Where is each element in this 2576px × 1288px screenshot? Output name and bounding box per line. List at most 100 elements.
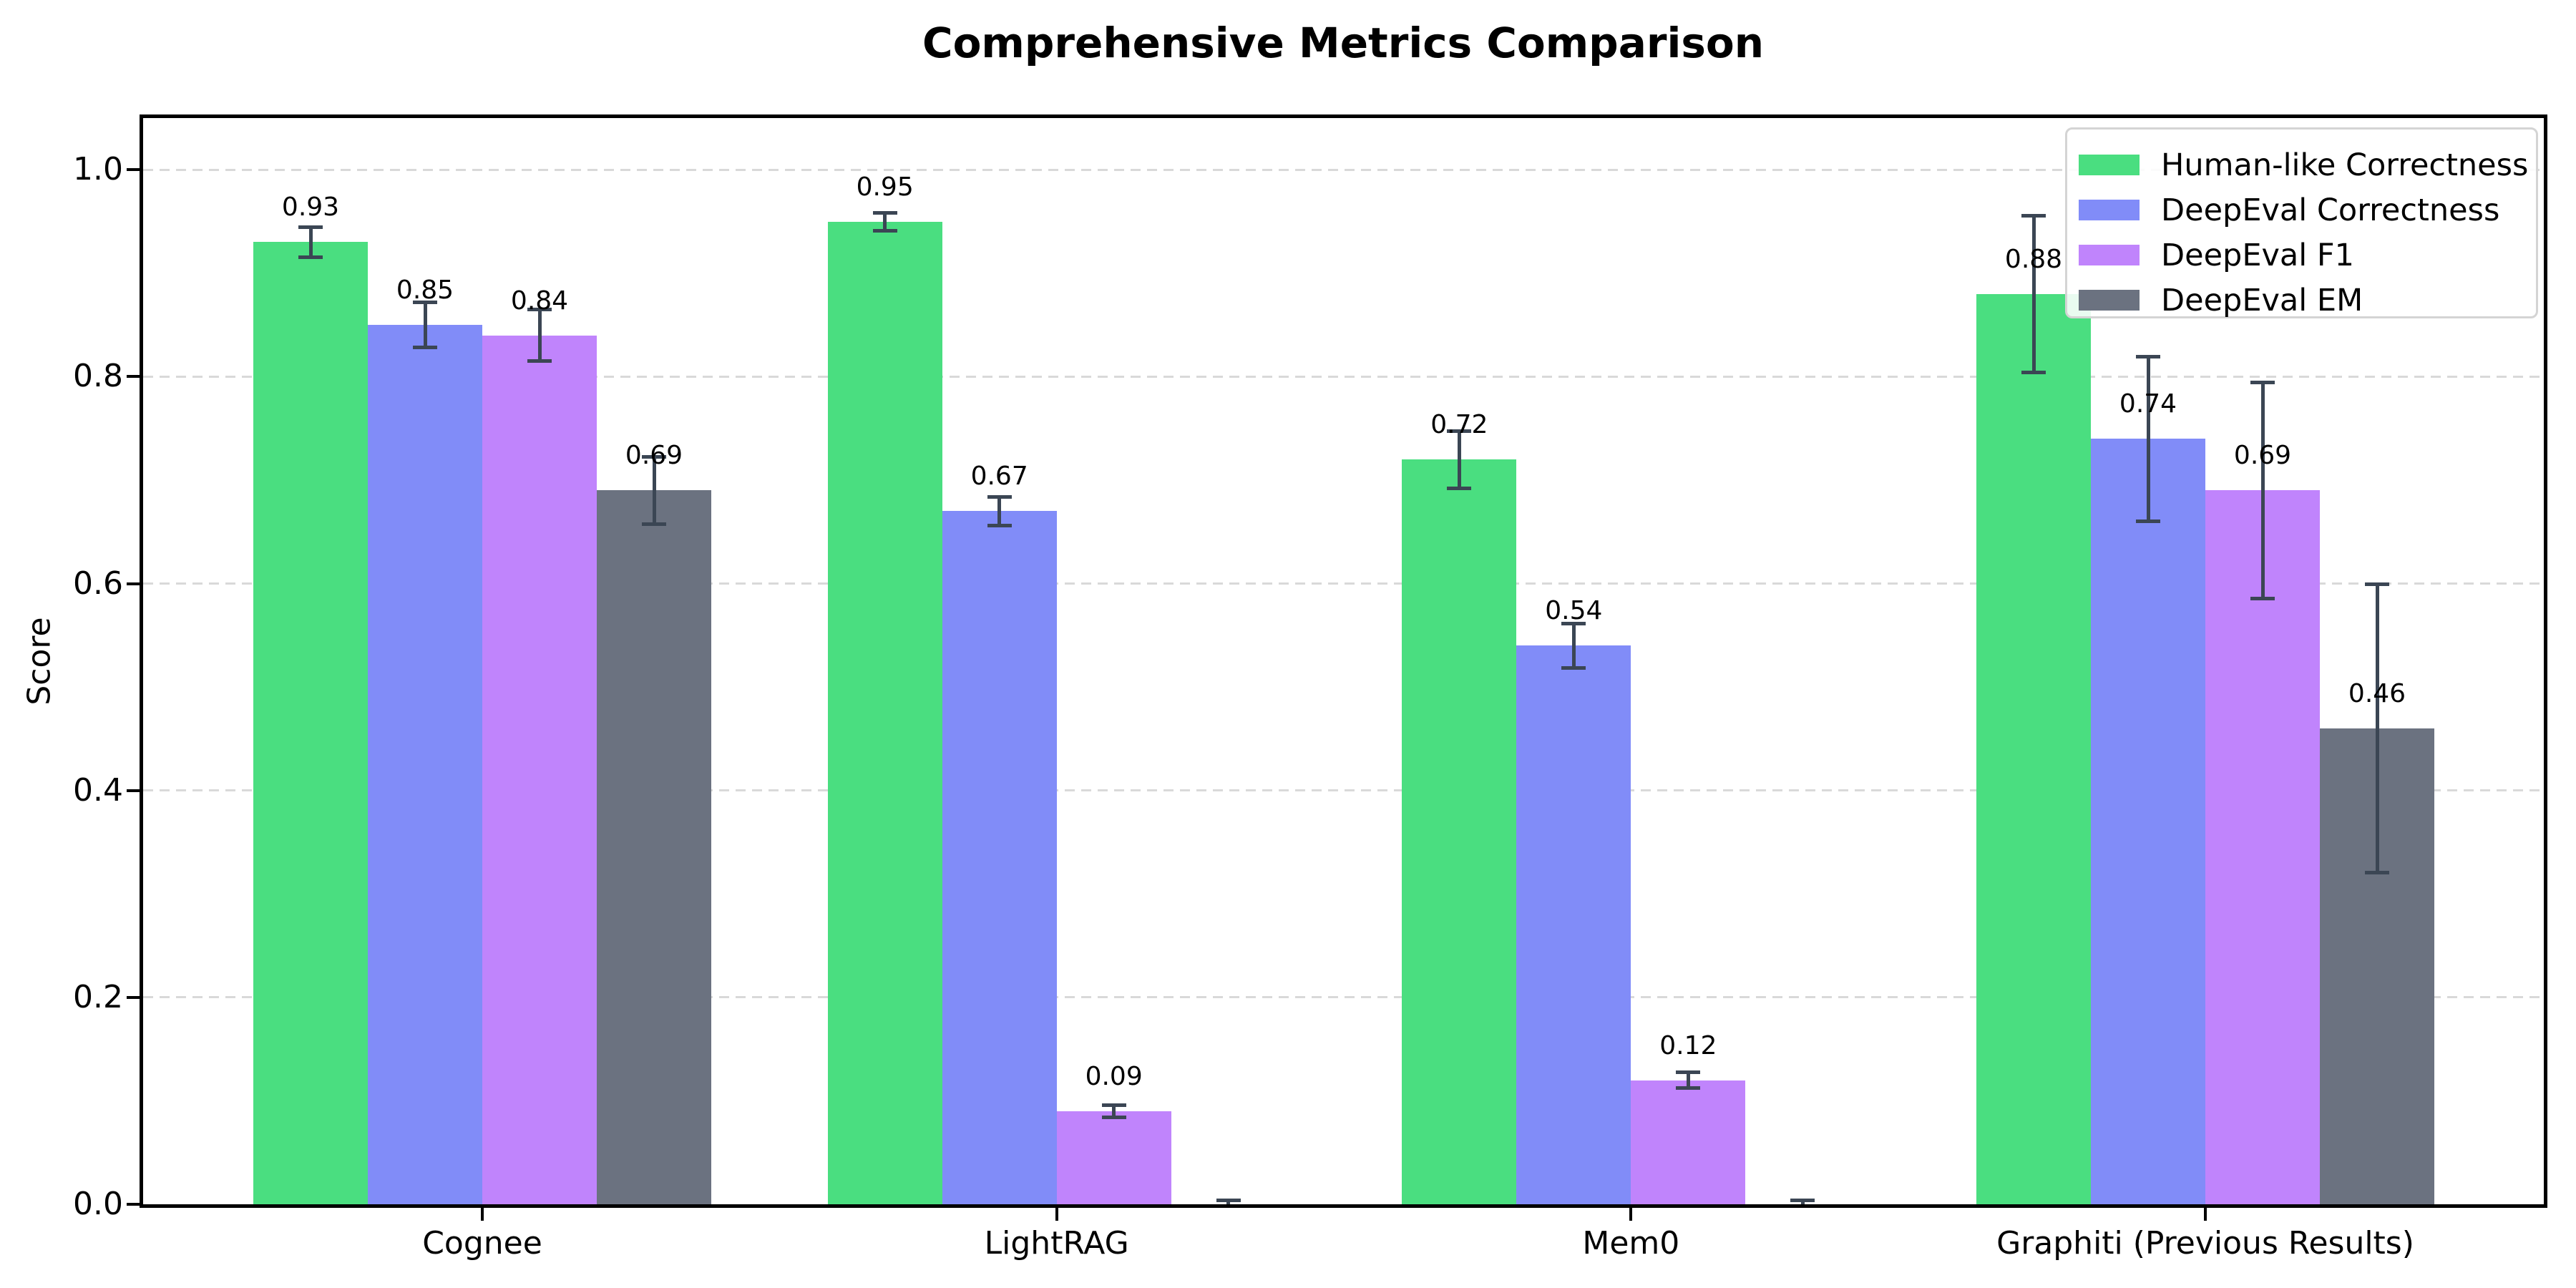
- error-bar-cap: [1561, 666, 1586, 670]
- bar-1-2: [1516, 645, 1631, 1204]
- bar-value-label: 0.09: [1085, 1061, 1143, 1091]
- error-bar-cap: [642, 454, 666, 459]
- gridline: [143, 996, 2544, 999]
- error-bar-cap: [2365, 582, 2389, 586]
- bar-value-label: 0.85: [396, 275, 454, 306]
- bar-value-label: 0.74: [2119, 389, 2177, 419]
- error-bar: [1686, 1071, 1690, 1089]
- legend-label: DeepEval Correctness: [2161, 192, 2500, 228]
- error-bar-cap: [872, 228, 897, 233]
- bar-2-0: [482, 335, 597, 1204]
- bar-value-label: 0.67: [970, 462, 1028, 492]
- error-bar-cap: [2365, 871, 2389, 875]
- error-bar-cap: [1676, 1070, 1701, 1074]
- error-bar: [423, 302, 427, 348]
- legend-label: DeepEval EM: [2161, 282, 2363, 318]
- bar-2-3: [2205, 490, 2320, 1204]
- error-bar: [2375, 583, 2379, 874]
- x-tick-mark: [1629, 1208, 1633, 1221]
- bar-1-3: [2091, 439, 2205, 1204]
- legend-label: Human-like Correctness: [2161, 147, 2529, 183]
- error-bar-cap: [527, 358, 552, 363]
- error-bar-cap: [1447, 486, 1472, 490]
- gridline: [143, 375, 2544, 378]
- legend-swatch-icon: [2079, 290, 2140, 311]
- x-tick-label-2: Mem0: [1582, 1225, 1680, 1262]
- y-tick-mark: [127, 789, 140, 792]
- error-bar-cap: [2136, 354, 2160, 358]
- x-tick-label-0: Cognee: [422, 1225, 542, 1262]
- y-tick-label: 0.6: [73, 565, 123, 602]
- error-bar: [652, 456, 656, 525]
- bar-1-1: [942, 511, 1057, 1204]
- error-bar-cap: [2250, 380, 2275, 384]
- error-bar-cap: [1676, 1086, 1701, 1091]
- bar-0-0: [253, 242, 368, 1204]
- error-bar-cap: [2136, 519, 2160, 523]
- error-bar: [1571, 623, 1576, 669]
- error-bar-cap: [987, 523, 1012, 527]
- y-tick-label: 0.4: [73, 771, 123, 809]
- gridline: [143, 582, 2544, 585]
- error-bar: [537, 309, 542, 361]
- legend-row-0: Human-like Correctness: [2079, 142, 2536, 187]
- error-bar: [1112, 1105, 1116, 1118]
- error-bar-cap: [1790, 1199, 1815, 1203]
- error-bar-cap: [2250, 597, 2275, 601]
- bar-0-1: [827, 221, 942, 1204]
- error-bar-cap: [413, 345, 437, 349]
- legend-row-3: DeepEval EM: [2079, 278, 2536, 323]
- error-bar-cap: [2021, 213, 2046, 218]
- x-tick-label-1: LightRAG: [984, 1225, 1129, 1262]
- legend-row-1: DeepEval Correctness: [2079, 187, 2536, 233]
- bar-value-label: 0.69: [625, 441, 683, 471]
- error-bar-cap: [527, 308, 552, 312]
- bar-2-1: [1056, 1111, 1171, 1204]
- error-bar: [2031, 215, 2036, 373]
- gridline: [143, 168, 2544, 171]
- y-tick-label: 1.0: [73, 151, 123, 188]
- bar-1-0: [368, 325, 482, 1204]
- error-bar: [2260, 381, 2265, 600]
- error-bar-cap: [642, 522, 666, 527]
- error-bar-cap: [1447, 429, 1472, 433]
- x-tick-mark: [481, 1208, 484, 1221]
- error-bar-cap: [987, 495, 1012, 499]
- bar-0-3: [1976, 293, 2091, 1204]
- legend-swatch-icon: [2079, 155, 2140, 175]
- y-tick-mark: [127, 375, 140, 379]
- y-tick-mark: [127, 995, 140, 999]
- bar-3-0: [597, 490, 711, 1204]
- error-bar-cap: [1101, 1103, 1126, 1108]
- bar-2-2: [1631, 1080, 1746, 1204]
- x-tick-mark: [1055, 1208, 1058, 1221]
- legend: Human-like Correctness DeepEval Correctne…: [2065, 127, 2538, 318]
- bar-value-label: 0.12: [1659, 1030, 1717, 1060]
- error-bar: [2146, 356, 2150, 522]
- chart-title: Comprehensive Metrics Comparison: [922, 19, 1764, 67]
- bar-value-label: 0.69: [2233, 441, 2292, 471]
- bar-value-label: 0.54: [1545, 596, 1603, 626]
- bar-value-label: 0.93: [281, 192, 340, 223]
- error-bar-cap: [1101, 1115, 1126, 1119]
- error-bar-cap: [1561, 621, 1586, 625]
- error-bar: [308, 226, 313, 258]
- error-bar-cap: [2021, 370, 2046, 374]
- x-tick-label-3: Graphiti (Previous Results): [1996, 1225, 2414, 1262]
- x-tick-mark: [2204, 1208, 2207, 1221]
- error-bar: [1457, 430, 1461, 489]
- error-bar-cap: [872, 210, 897, 215]
- error-bar-cap: [298, 225, 323, 229]
- y-tick-label: 0.0: [73, 1186, 123, 1222]
- legend-swatch-icon: [2079, 200, 2140, 220]
- error-bar: [997, 497, 1002, 526]
- legend-row-2: DeepEval F1: [2079, 233, 2536, 278]
- y-tick-mark: [127, 582, 140, 585]
- error-bar-cap: [298, 255, 323, 260]
- y-axis-title: Score: [21, 617, 58, 706]
- legend-swatch-icon: [2079, 245, 2140, 265]
- y-tick-label: 0.8: [73, 358, 123, 395]
- bar-value-label: 0.46: [2348, 678, 2406, 708]
- y-tick-mark: [127, 168, 140, 172]
